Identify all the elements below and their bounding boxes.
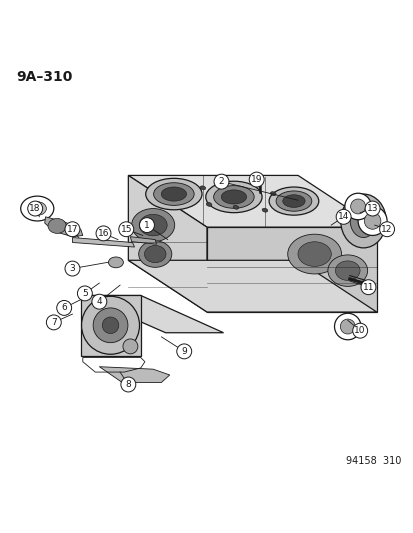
Text: 9: 9 (181, 347, 187, 356)
Text: 13: 13 (366, 204, 377, 213)
Ellipse shape (363, 213, 380, 229)
Text: 18: 18 (29, 204, 41, 213)
Circle shape (249, 172, 263, 187)
Ellipse shape (357, 206, 386, 236)
Ellipse shape (287, 234, 341, 274)
Text: 3: 3 (69, 264, 75, 273)
Ellipse shape (81, 296, 139, 354)
Ellipse shape (139, 214, 167, 236)
Ellipse shape (344, 193, 370, 220)
Text: 12: 12 (380, 225, 392, 234)
Circle shape (176, 344, 191, 359)
Circle shape (92, 294, 107, 309)
Ellipse shape (350, 199, 365, 214)
Circle shape (360, 280, 375, 295)
Text: 19: 19 (250, 175, 262, 184)
Ellipse shape (145, 179, 202, 210)
Polygon shape (72, 238, 134, 247)
Ellipse shape (138, 241, 171, 268)
Circle shape (214, 174, 228, 189)
Polygon shape (128, 175, 376, 227)
Polygon shape (81, 295, 223, 333)
Text: 14: 14 (337, 212, 349, 221)
Text: 6: 6 (61, 303, 67, 312)
Text: 5: 5 (82, 289, 88, 298)
Circle shape (364, 201, 379, 216)
Ellipse shape (93, 308, 128, 343)
Ellipse shape (221, 190, 246, 204)
Polygon shape (128, 260, 376, 312)
Ellipse shape (28, 201, 46, 215)
Polygon shape (81, 295, 140, 356)
Circle shape (379, 222, 394, 237)
Ellipse shape (205, 181, 261, 213)
Polygon shape (99, 367, 169, 382)
Ellipse shape (268, 187, 318, 215)
Circle shape (121, 377, 135, 392)
Ellipse shape (334, 313, 360, 340)
Polygon shape (130, 237, 156, 244)
Circle shape (77, 286, 92, 301)
Ellipse shape (48, 219, 66, 233)
Text: 1: 1 (144, 221, 150, 230)
Ellipse shape (339, 319, 354, 334)
Text: 4: 4 (96, 297, 102, 306)
Ellipse shape (153, 183, 194, 205)
Text: 10: 10 (354, 326, 365, 335)
Text: 94158  310: 94158 310 (345, 456, 401, 466)
Ellipse shape (282, 195, 304, 207)
Ellipse shape (108, 257, 123, 268)
Ellipse shape (261, 208, 267, 212)
Text: 7: 7 (51, 318, 57, 327)
Ellipse shape (161, 187, 186, 201)
Circle shape (46, 315, 61, 330)
Circle shape (65, 261, 80, 276)
Circle shape (57, 301, 71, 316)
Circle shape (335, 209, 350, 224)
Circle shape (139, 217, 154, 232)
Circle shape (352, 323, 367, 338)
Ellipse shape (297, 242, 330, 266)
Circle shape (65, 222, 80, 237)
Text: 17: 17 (66, 225, 78, 234)
Ellipse shape (131, 208, 174, 241)
Ellipse shape (144, 246, 166, 263)
Ellipse shape (199, 186, 205, 190)
Ellipse shape (349, 204, 376, 238)
Ellipse shape (275, 191, 311, 211)
Text: 16: 16 (97, 229, 109, 238)
Ellipse shape (233, 205, 238, 209)
Ellipse shape (270, 192, 275, 196)
Ellipse shape (213, 185, 254, 208)
Circle shape (96, 226, 111, 241)
Polygon shape (45, 217, 83, 237)
Ellipse shape (335, 261, 359, 280)
Polygon shape (128, 175, 206, 312)
Ellipse shape (102, 317, 119, 334)
Text: 9A–310: 9A–310 (17, 70, 73, 84)
Ellipse shape (206, 203, 211, 206)
Text: 15: 15 (120, 225, 132, 234)
Circle shape (28, 201, 43, 216)
Text: 2: 2 (218, 177, 224, 186)
Ellipse shape (21, 196, 54, 221)
Text: 11: 11 (362, 282, 373, 292)
Ellipse shape (123, 339, 138, 354)
Circle shape (119, 222, 133, 237)
Polygon shape (206, 227, 376, 312)
Text: 8: 8 (125, 380, 131, 389)
Ellipse shape (340, 194, 385, 248)
Ellipse shape (327, 255, 367, 286)
